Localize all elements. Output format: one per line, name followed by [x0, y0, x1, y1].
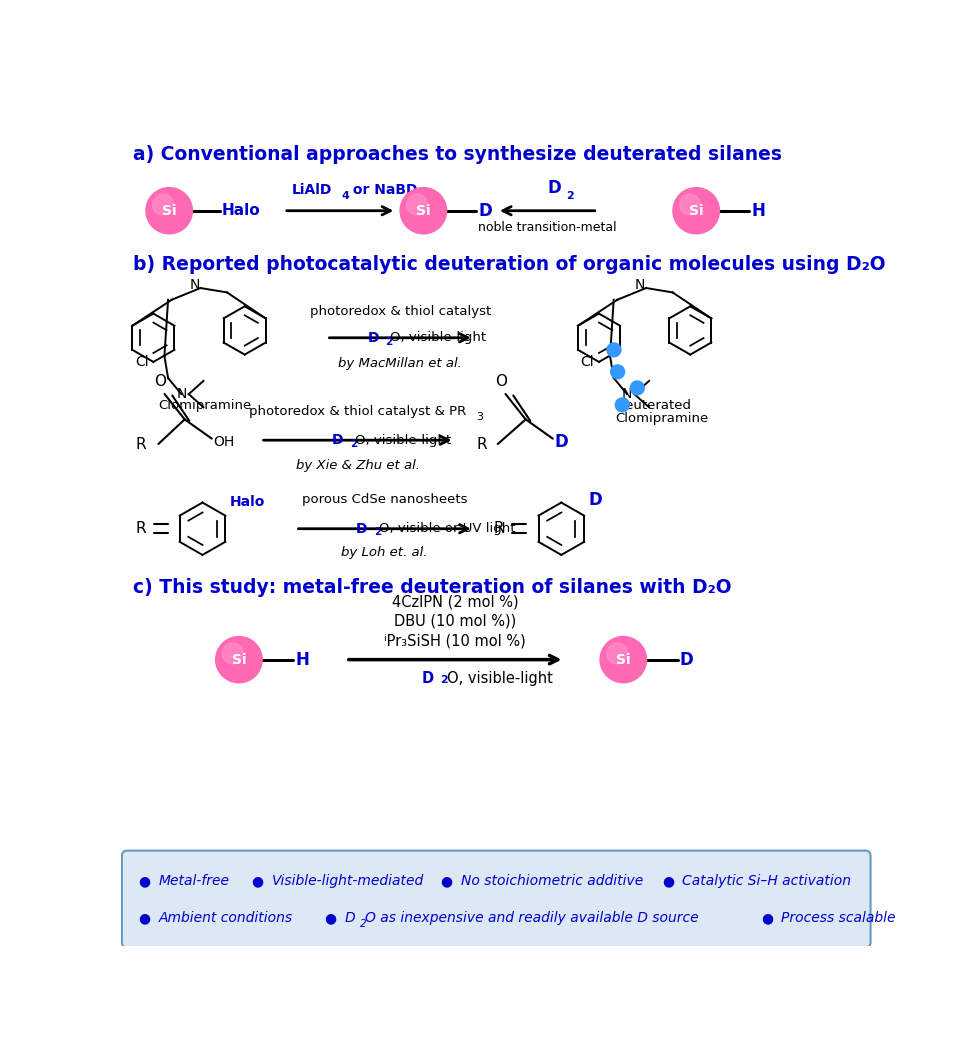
Text: N: N — [176, 387, 186, 401]
Text: Process scalable: Process scalable — [781, 911, 896, 926]
Text: Halo: Halo — [222, 203, 261, 218]
Text: ●: ● — [251, 875, 264, 889]
Text: R: R — [493, 521, 504, 536]
Text: O: O — [495, 374, 507, 389]
Text: R: R — [476, 437, 486, 452]
Circle shape — [146, 188, 193, 234]
Text: Metal-free: Metal-free — [158, 875, 230, 889]
Circle shape — [216, 637, 263, 682]
Text: D: D — [589, 491, 603, 509]
Text: D: D — [422, 671, 434, 687]
Text: O: O — [154, 374, 166, 389]
Text: c) This study: metal-free deuteration of silanes with D₂O: c) This study: metal-free deuteration of… — [133, 578, 732, 597]
Text: H: H — [751, 202, 766, 220]
Text: 4CzIPN (2 mol %): 4CzIPN (2 mol %) — [391, 594, 518, 609]
Circle shape — [222, 643, 243, 664]
Text: porous CdSe nanosheets: porous CdSe nanosheets — [302, 492, 467, 506]
Text: N: N — [189, 279, 200, 292]
Circle shape — [407, 195, 427, 215]
Text: D: D — [554, 433, 568, 451]
Circle shape — [630, 381, 644, 394]
Text: by Loh et. al̇.: by Loh et. al̇. — [341, 545, 428, 559]
Text: 4: 4 — [422, 191, 429, 202]
Text: 2: 2 — [566, 191, 574, 202]
Circle shape — [679, 195, 701, 215]
Text: Catalytic Si–H activation: Catalytic Si–H activation — [682, 875, 851, 889]
Text: R: R — [135, 521, 145, 536]
Circle shape — [610, 365, 625, 378]
Text: O as inexpensive and readily available D source: O as inexpensive and readily available D… — [365, 911, 699, 926]
Text: Clomipramine: Clomipramine — [615, 412, 709, 425]
Text: Deuterated: Deuterated — [615, 400, 692, 412]
Text: DBU (10 mol %)): DBU (10 mol %)) — [394, 613, 516, 629]
Text: a) Conventional approaches to synthesize deuterated silanes: a) Conventional approaches to synthesize… — [133, 146, 782, 165]
Text: ●: ● — [325, 911, 336, 926]
Text: 3: 3 — [476, 411, 484, 422]
Text: 2: 2 — [441, 675, 449, 685]
Text: photoredox & thiol catalyst & PR: photoredox & thiol catalyst & PR — [249, 405, 466, 418]
Text: D: D — [356, 522, 367, 536]
Circle shape — [607, 643, 628, 664]
Text: or NaBD: or NaBD — [348, 183, 418, 197]
Text: ●: ● — [139, 875, 150, 889]
Text: D: D — [367, 331, 379, 344]
Text: LiAlD: LiAlD — [292, 183, 332, 197]
Text: Halo: Halo — [230, 495, 266, 509]
Text: N: N — [635, 279, 645, 292]
Text: 2: 2 — [374, 527, 381, 537]
Text: Si: Si — [689, 204, 703, 218]
Text: noble transition-metal: noble transition-metal — [478, 221, 616, 235]
Circle shape — [607, 343, 621, 357]
Text: Clomipramine: Clomipramine — [158, 400, 252, 412]
Text: OH: OH — [213, 435, 234, 449]
Text: by MacMillan et al.: by MacMillan et al. — [338, 357, 462, 370]
Text: 2: 2 — [350, 439, 357, 449]
Text: N: N — [622, 387, 632, 401]
Text: D: D — [332, 434, 343, 448]
Text: O, visible-light: O, visible-light — [391, 332, 486, 344]
Circle shape — [152, 195, 173, 215]
Text: ●: ● — [662, 875, 674, 889]
Text: D: D — [479, 202, 492, 220]
Text: by Xie & Zhu et al.: by Xie & Zhu et al. — [296, 459, 420, 472]
Text: ●: ● — [441, 875, 453, 889]
Text: Cl: Cl — [580, 355, 594, 369]
Circle shape — [400, 188, 447, 234]
Text: Si: Si — [616, 653, 631, 667]
Circle shape — [615, 398, 629, 411]
Text: Si: Si — [162, 204, 176, 218]
Text: ●: ● — [139, 911, 150, 926]
Text: D: D — [680, 651, 694, 669]
Text: Si: Si — [416, 204, 430, 218]
Text: 4: 4 — [341, 191, 349, 202]
Text: D: D — [344, 911, 355, 926]
Text: Visible-light-mediated: Visible-light-mediated — [271, 875, 423, 889]
Text: photoredox & thiol catalyst: photoredox & thiol catalyst — [309, 305, 490, 318]
Text: No stoichiometric additive: No stoichiometric additive — [460, 875, 642, 889]
Text: Cl: Cl — [135, 355, 148, 369]
Text: O, visible-light: O, visible-light — [447, 671, 552, 687]
Text: ⁱPr₃SiSH (10 mol %): ⁱPr₃SiSH (10 mol %) — [385, 634, 526, 648]
Text: b) Reported photocatalytic deuteration of organic molecules using D₂O: b) Reported photocatalytic deuteration o… — [133, 255, 886, 273]
Text: D: D — [547, 179, 561, 197]
Text: O, visible or UV light: O, visible or UV light — [379, 522, 516, 536]
Text: Si: Si — [232, 653, 246, 667]
Text: O, visible-light: O, visible-light — [356, 434, 452, 446]
FancyBboxPatch shape — [122, 850, 870, 947]
Circle shape — [672, 188, 719, 234]
Text: 2: 2 — [385, 337, 391, 347]
Text: ●: ● — [762, 911, 773, 926]
Circle shape — [600, 637, 646, 682]
Text: Ambient conditions: Ambient conditions — [158, 911, 293, 926]
Text: H: H — [296, 651, 309, 669]
Text: R: R — [135, 437, 145, 452]
Text: 2: 2 — [359, 918, 366, 929]
